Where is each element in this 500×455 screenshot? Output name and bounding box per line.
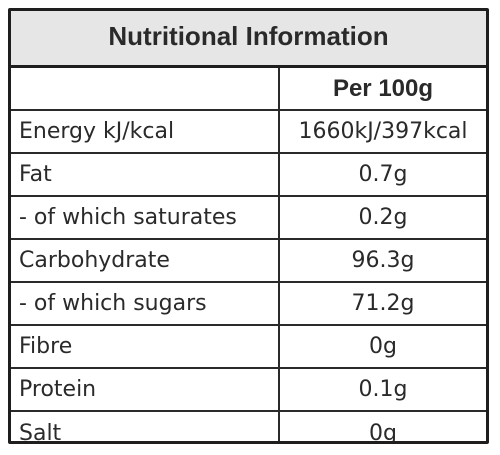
row-value-carbohydrate: 96.3g [279,238,486,282]
nutrition-label-panel: Nutritional Information Per 100g Energy … [8,8,489,444]
row-label-saturates: - of which saturates [11,195,280,239]
row-label-salt: Salt [11,410,280,441]
row-value-saturates: 0.2g [279,195,486,239]
row-value-energy: 1660kJ/397kcal [279,109,486,153]
row-label-fibre: Fibre [11,324,280,368]
per-100g-header: Per 100g [332,74,434,102]
table-row: Energy kJ/kcal 1660kJ/397kcal [11,109,486,153]
table-row: Fat 0.7g [11,152,486,196]
table-row: Protein 0.1g [11,367,486,411]
table-row: - of which saturates 0.2g [11,195,486,239]
row-label-fat: Fat [11,152,280,196]
row-label-energy: Energy kJ/kcal [11,109,280,153]
nutrition-title: Nutritional Information [11,11,486,68]
row-value-sugars: 71.2g [279,281,486,325]
empty-header-cell [11,68,280,110]
table-header-row: Per 100g [11,68,486,110]
table-row: Salt 0g [11,410,486,441]
row-label-protein: Protein [11,367,280,411]
row-label-carbohydrate: Carbohydrate [11,238,280,282]
row-label-sugars: - of which sugars [11,281,280,325]
nutrition-table: Per 100g Energy kJ/kcal 1660kJ/397kcal F… [11,68,486,441]
table-row: Fibre 0g [11,324,486,368]
table-row: Carbohydrate 96.3g [11,238,486,282]
row-value-protein: 0.1g [279,367,486,411]
table-row: - of which sugars 71.2g [11,281,486,325]
row-value-fibre: 0g [279,324,486,368]
row-value-fat: 0.7g [279,152,486,196]
row-value-salt: 0g [279,410,486,441]
